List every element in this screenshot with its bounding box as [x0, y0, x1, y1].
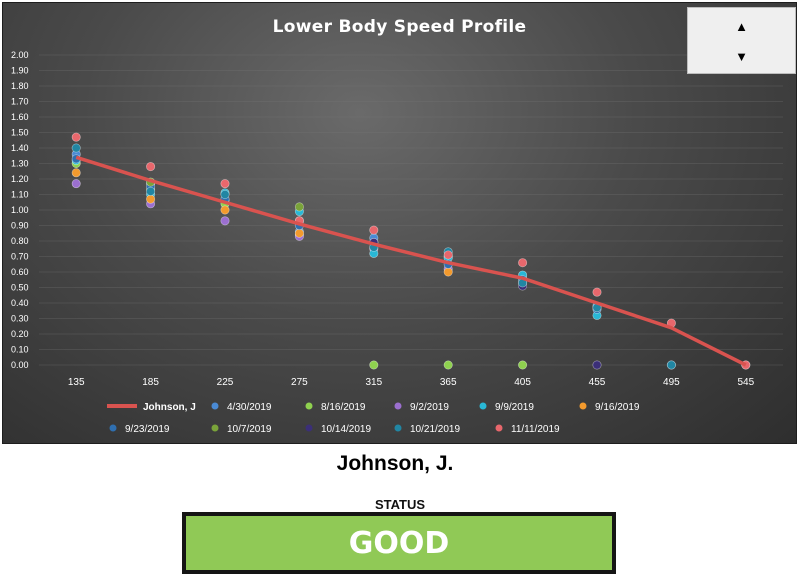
- x-tick-label: 135: [68, 377, 85, 388]
- scatter-point: [146, 186, 156, 196]
- series-line: [75, 155, 747, 367]
- chart-panel: 0.00 0.10 0.20 0.30 0.40 0.50 0.60 0.70 0.80 0.90…: [2, 2, 797, 444]
- x-tick-label: 185: [142, 377, 159, 388]
- x-tick-label: 315: [365, 377, 382, 388]
- status-value: GOOD: [186, 516, 612, 570]
- scatter-point: [71, 179, 81, 189]
- y-tick-label: 1.30: [11, 159, 29, 169]
- y-tick-label: 2.00: [11, 50, 29, 60]
- legend-marker: [211, 424, 219, 432]
- scatter-point: [443, 250, 453, 260]
- legend-marker: [305, 402, 313, 410]
- legend-label: 10/21/2019: [410, 424, 460, 435]
- x-tick-label: 365: [440, 377, 457, 388]
- scatter-point: [220, 190, 230, 200]
- legend-marker: [394, 402, 402, 410]
- legend-marker: [305, 424, 313, 432]
- y-tick-label: 0.40: [11, 298, 29, 308]
- scatter-point: [71, 143, 81, 153]
- y-tick-label: 1.00: [11, 205, 29, 215]
- scatter-point: [71, 168, 81, 178]
- scatter-point: [294, 228, 304, 238]
- scatter-point: [369, 360, 379, 370]
- y-tick-label: 0.10: [11, 345, 29, 355]
- scatter-point: [666, 360, 676, 370]
- legend-label: 9/23/2019: [125, 424, 170, 435]
- x-tick-label: 405: [514, 377, 531, 388]
- y-tick-label: 1.60: [11, 112, 29, 122]
- y-tick-label: 0.50: [11, 283, 29, 293]
- scatter-point: [146, 194, 156, 204]
- legend-marker: [479, 402, 487, 410]
- scatter-point: [369, 225, 379, 235]
- spin-up-button[interactable]: ▲: [688, 10, 795, 42]
- scatter-point: [146, 162, 156, 172]
- scatter-point: [220, 205, 230, 215]
- legend-marker: [394, 424, 402, 432]
- y-tick-label: 0.20: [11, 329, 29, 339]
- legend-label: 8/16/2019: [321, 402, 366, 413]
- x-tick-label: 455: [589, 377, 606, 388]
- y-tick-label: 1.10: [11, 190, 29, 200]
- status-label: STATUS: [374, 497, 426, 512]
- spinner-control: ▲ ▼: [687, 7, 796, 74]
- legend-label: 10/7/2019: [227, 424, 272, 435]
- scatter-point: [220, 179, 230, 189]
- chart-plot: 0.00 0.10 0.20 0.30 0.40 0.50 0.60 0.70 0.80 0.90…: [11, 50, 783, 435]
- spin-down-button[interactable]: ▼: [688, 40, 795, 72]
- scatter-point: [592, 360, 602, 370]
- y-tick-label: 0.60: [11, 267, 29, 277]
- y-tick-label: 0.30: [11, 314, 29, 324]
- scatter-point: [518, 258, 528, 268]
- scatter-point: [443, 360, 453, 370]
- player-name: Johnson, J.: [336, 452, 454, 475]
- status-box: GOOD: [182, 512, 616, 574]
- x-tick-label: 225: [217, 377, 234, 388]
- scatter-point: [443, 267, 453, 277]
- y-tick-label: 0.80: [11, 236, 29, 246]
- scatter-point: [592, 287, 602, 297]
- triangle-up-icon: ▲: [735, 18, 748, 34]
- x-tick-label: 495: [663, 377, 680, 388]
- scatter-point: [294, 202, 304, 212]
- y-tick-label: 1.70: [11, 97, 29, 107]
- legend-label: 9/2/2019: [410, 402, 449, 413]
- x-tick-label: 545: [737, 377, 754, 388]
- y-tick-label: 0.90: [11, 221, 29, 231]
- x-tick-label: 275: [291, 377, 308, 388]
- y-tick-label: 0.70: [11, 252, 29, 262]
- y-tick-label: 1.40: [11, 143, 29, 153]
- scatter-point: [71, 132, 81, 142]
- legend-label: 9/9/2019: [495, 402, 534, 413]
- y-tick-label: 1.50: [11, 128, 29, 138]
- legend-label: 9/16/2019: [595, 402, 640, 413]
- triangle-down-icon: ▼: [735, 48, 748, 64]
- legend-label: 10/14/2019: [321, 424, 371, 435]
- y-tick-label: 1.90: [11, 66, 29, 76]
- scatter-point: [518, 360, 528, 370]
- y-tick-label: 1.20: [11, 174, 29, 184]
- legend-label: 4/30/2019: [227, 402, 272, 413]
- legend-marker: [495, 424, 503, 432]
- scatter-point: [220, 216, 230, 226]
- legend-marker: [211, 402, 219, 410]
- legend-marker: [579, 402, 587, 410]
- chart-title: Lower Body Speed Profile: [272, 17, 527, 37]
- y-tick-label: 0.00: [11, 360, 29, 370]
- y-tick-label: 1.80: [11, 81, 29, 91]
- legend-label: Johnson, J: [143, 402, 196, 413]
- legend-marker: [109, 424, 117, 432]
- legend-label: 11/11/2019: [511, 424, 560, 435]
